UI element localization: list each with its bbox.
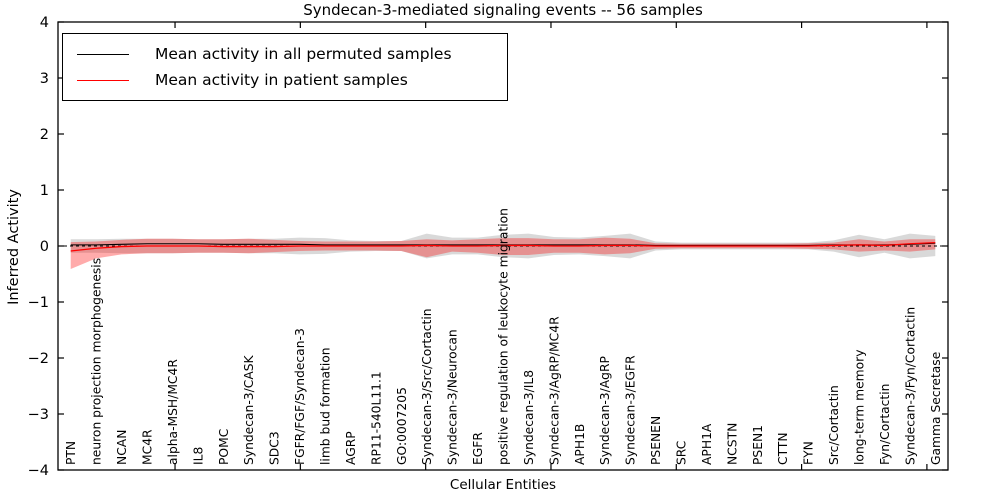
- x-tick-label: Fyn/Cortactin: [878, 384, 892, 465]
- x-tick-label: Syndecan-3/AgRP: [598, 356, 612, 465]
- x-tick-label: long-term memory: [853, 350, 867, 465]
- y-axis-label: Inferred Activity: [6, 189, 22, 305]
- x-tick-label: FYN: [802, 441, 816, 465]
- legend-item-permuted: Mean activity in all permuted samples: [77, 41, 497, 67]
- x-tick-label: PSEN1: [751, 425, 765, 465]
- x-tick-label: Syndecan-3/Fyn/Cortactin: [903, 307, 917, 465]
- x-tick-label: NCSTN: [725, 423, 739, 465]
- legend-item-patient: Mean activity in patient samples: [77, 67, 497, 93]
- x-tick-label: RP11-540L11.1: [369, 371, 383, 465]
- legend-label-patient: Mean activity in patient samples: [155, 71, 408, 89]
- x-tick-label: Src/Cortactin: [827, 385, 841, 465]
- x-tick-label: Syndecan-3/AgRP/MC4R: [547, 316, 561, 465]
- y-tick-label: −1: [28, 295, 49, 311]
- permuted-line-swatch: [77, 53, 129, 55]
- y-tick-label: 2: [40, 127, 49, 143]
- x-tick-label: neuron projection morphogenesis: [90, 258, 104, 465]
- y-tick-label: 0: [40, 239, 49, 255]
- x-tick-label: PTN: [64, 441, 78, 465]
- x-tick-label: Gamma Secretase: [929, 352, 943, 465]
- x-tick-label: GO:0007205: [395, 387, 409, 465]
- x-tick-label: limb bud formation: [319, 347, 333, 465]
- x-tick-label: PSENEN: [649, 416, 663, 465]
- x-tick-label: SDC3: [268, 431, 282, 465]
- x-tick-label: alpha-MSH/MC4R: [166, 359, 180, 465]
- x-tick-label: SRC: [675, 441, 689, 465]
- x-tick-label: MC4R: [141, 429, 155, 465]
- x-tick-label: IL8: [191, 447, 205, 465]
- x-tick-label: Syndecan-3/CASK: [242, 354, 256, 465]
- x-tick-label: APH1B: [573, 424, 587, 465]
- x-tick-label: Syndecan-3/EGFR: [624, 355, 638, 465]
- patient-line-swatch: [77, 79, 129, 81]
- chart-title: Syndecan-3-mediated signaling events -- …: [303, 1, 703, 19]
- x-tick-label: AGRP: [344, 431, 358, 465]
- x-tick-label: Syndecan-3/Src/Cortactin: [420, 308, 434, 465]
- legend: Mean activity in all permuted samples Me…: [62, 33, 508, 101]
- y-tick-label: 3: [40, 71, 49, 87]
- x-tick-label: APH1A: [700, 423, 714, 465]
- legend-label-permuted: Mean activity in all permuted samples: [155, 45, 452, 63]
- y-tick-label: 4: [40, 15, 49, 31]
- x-tick-label: NCAN: [115, 430, 129, 465]
- x-tick-label: positive regulation of leukocyte migrati…: [497, 208, 511, 465]
- x-axis-label: Cellular Entities: [449, 477, 557, 493]
- x-tick-label: Syndecan-3/Neurocan: [446, 329, 460, 465]
- y-tick-label: −3: [28, 407, 49, 423]
- y-tick-label: −2: [28, 351, 49, 367]
- x-tick-label: EGFR: [471, 432, 485, 465]
- x-tick-label: CTTN: [776, 432, 790, 465]
- series-line-patient: [70, 241, 936, 252]
- x-tick-label: POMC: [217, 429, 231, 465]
- y-tick-label: −4: [28, 463, 49, 479]
- x-tick-label: FGFR/FGF/Syndecan-3: [293, 328, 307, 465]
- x-tick-label: Syndecan-3/IL8: [522, 370, 536, 465]
- y-tick-label: 1: [40, 183, 49, 199]
